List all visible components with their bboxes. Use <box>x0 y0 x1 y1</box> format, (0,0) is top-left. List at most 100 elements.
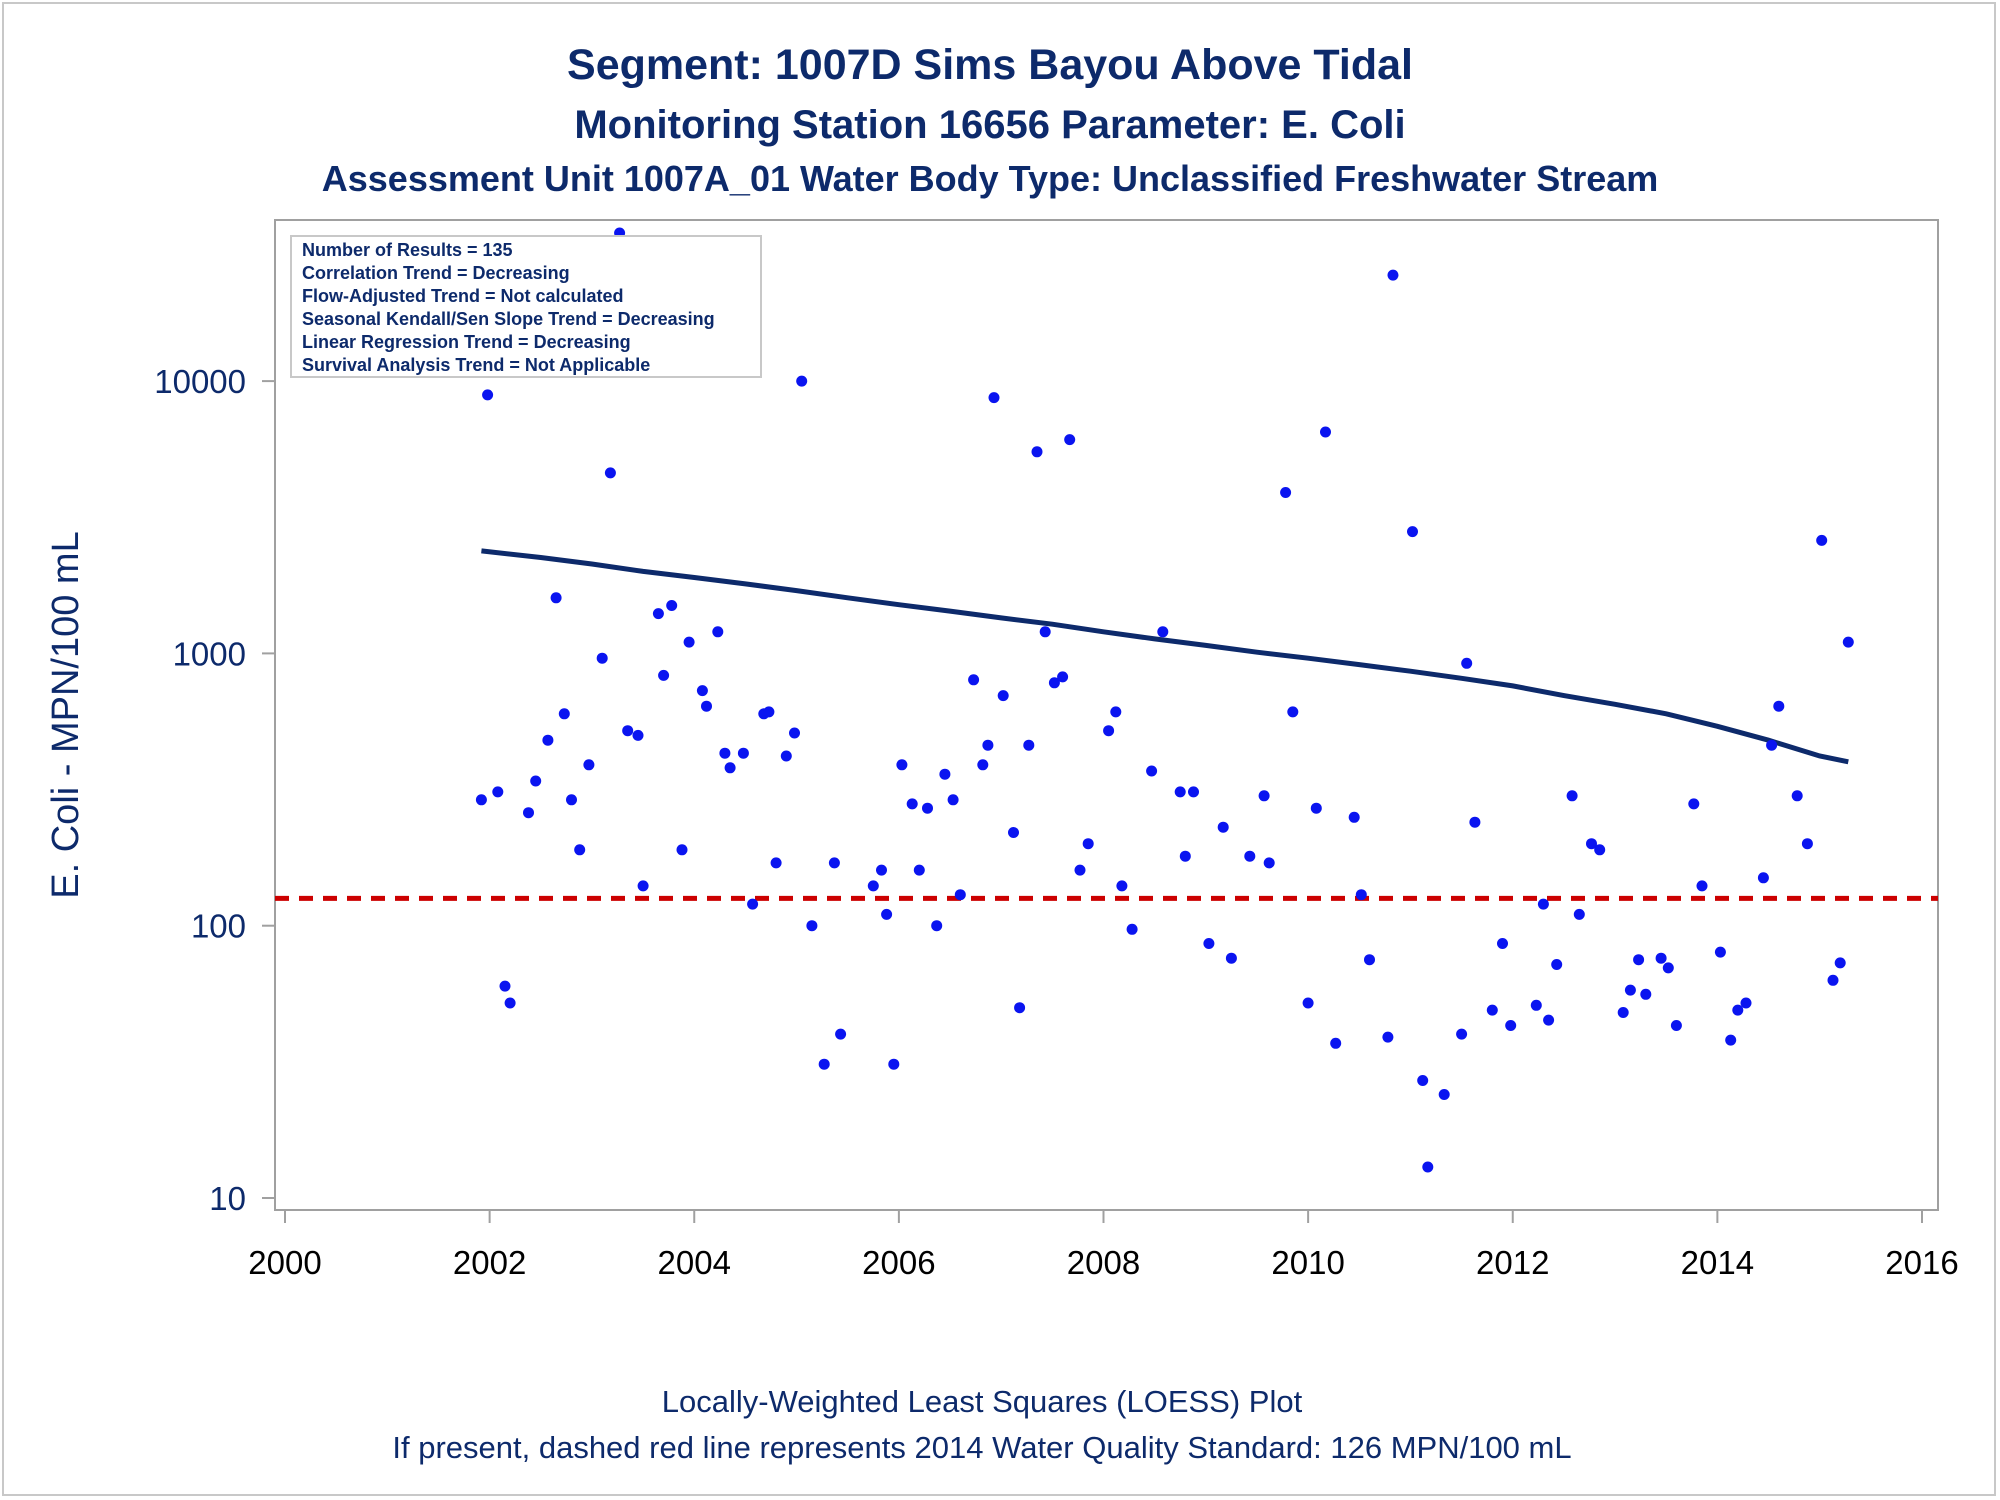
data-point <box>492 786 504 798</box>
data-point <box>1263 857 1275 869</box>
data-point <box>1407 526 1418 538</box>
x-tick-label: 2000 <box>248 1244 321 1281</box>
data-point <box>1302 997 1314 1009</box>
data-point <box>1064 434 1076 446</box>
data-point <box>712 626 724 638</box>
data-point <box>1486 1004 1498 1016</box>
data-point <box>1382 1031 1394 1043</box>
chart-subtitle: Monitoring Station 16656 Parameter: E. C… <box>574 103 1405 147</box>
data-point <box>523 807 534 819</box>
data-point <box>1594 844 1606 856</box>
data-point <box>1048 677 1060 689</box>
data-point <box>906 798 918 810</box>
data-point <box>737 747 749 759</box>
data-point <box>931 920 943 932</box>
data-point <box>1469 816 1481 828</box>
data-point <box>1203 938 1215 949</box>
data-point <box>1530 999 1542 1011</box>
data-point <box>1670 1020 1682 1031</box>
data-point <box>676 844 688 856</box>
data-point <box>1617 1007 1629 1018</box>
data-point <box>658 669 670 681</box>
data-point <box>683 636 695 648</box>
data-point <box>867 880 879 892</box>
data-point <box>881 908 893 920</box>
y-axis-label: E. Coli - MPN/100 mL <box>45 531 87 898</box>
data-point <box>1662 962 1674 974</box>
data-point <box>1740 997 1752 1009</box>
data-point <box>1801 838 1813 850</box>
data-point <box>770 857 782 869</box>
loess-line <box>481 548 1849 765</box>
footnote-1: Locally-Weighted Least Squares (LOESS) P… <box>662 1384 1303 1419</box>
data-point <box>1364 954 1375 966</box>
data-point <box>499 980 511 992</box>
data-point <box>1074 864 1086 876</box>
data-point <box>876 864 887 876</box>
data-point <box>1791 790 1803 802</box>
data-point <box>1217 821 1229 833</box>
data-point <box>747 898 759 910</box>
data-point <box>1438 1089 1450 1100</box>
inset-line-linear-regression: Linear Regression Trend = Decreasing <box>302 332 631 352</box>
data-point <box>988 392 1000 404</box>
data-point <box>1258 790 1270 802</box>
data-point <box>1842 636 1854 648</box>
data-point <box>1757 872 1769 884</box>
data-point <box>1417 1075 1429 1086</box>
data-point <box>1827 974 1839 986</box>
data-point <box>896 759 908 771</box>
data-point <box>1116 880 1128 892</box>
data-point <box>1624 984 1636 996</box>
data-point <box>1280 487 1292 498</box>
x-tick-label: 2016 <box>1885 1244 1958 1281</box>
chart-subtitle-2: Assessment Unit 1007A_01 Water Body Type… <box>322 158 1659 199</box>
data-point <box>1586 838 1597 850</box>
data-point <box>1497 938 1508 949</box>
data-point <box>1834 957 1846 969</box>
data-point <box>977 759 989 771</box>
inset-line-seasonal-kendall: Seasonal Kendall/Sen Slope Trend = Decre… <box>302 309 715 329</box>
data-point <box>1655 952 1667 964</box>
data-point <box>1320 426 1331 438</box>
data-point <box>1310 802 1322 814</box>
data-point <box>1157 626 1169 638</box>
data-point <box>604 467 616 479</box>
data-point <box>1461 657 1473 669</box>
data-point <box>632 729 644 741</box>
inset-box-frame <box>290 235 762 378</box>
data-point <box>922 802 933 814</box>
data-point <box>1014 1002 1026 1014</box>
data-point <box>1543 1014 1555 1026</box>
data-point <box>1505 1020 1517 1031</box>
chart-title: Segment: 1007D Sims Bayou Above Tidal <box>567 41 1413 89</box>
data-point <box>637 880 649 892</box>
y-tick-label: 10 <box>209 1180 246 1217</box>
x-tick-label: 2010 <box>1271 1244 1344 1281</box>
x-tick-label: 2008 <box>1067 1244 1140 1281</box>
data-point <box>1287 706 1299 718</box>
data-point <box>1023 739 1035 751</box>
data-point <box>939 768 951 780</box>
data-point <box>982 739 994 751</box>
data-point <box>583 759 595 771</box>
inset-box: Number of Results = 135 Correlation Tren… <box>290 235 762 378</box>
x-tick-label: 2012 <box>1476 1244 1549 1281</box>
data-point <box>1110 706 1122 718</box>
data-point <box>818 1058 830 1070</box>
data-point <box>1082 838 1094 850</box>
data-point <box>719 747 731 759</box>
data-point <box>1244 850 1256 862</box>
x-tick-label: 2006 <box>862 1244 935 1281</box>
data-point <box>1766 739 1778 751</box>
data-point <box>796 375 808 387</box>
data-point <box>1355 889 1367 901</box>
data-point <box>1573 908 1585 920</box>
data-point <box>566 794 577 806</box>
data-point <box>475 794 487 806</box>
data-point <box>1103 725 1115 737</box>
data-point <box>888 1058 900 1070</box>
data-point <box>542 734 554 746</box>
